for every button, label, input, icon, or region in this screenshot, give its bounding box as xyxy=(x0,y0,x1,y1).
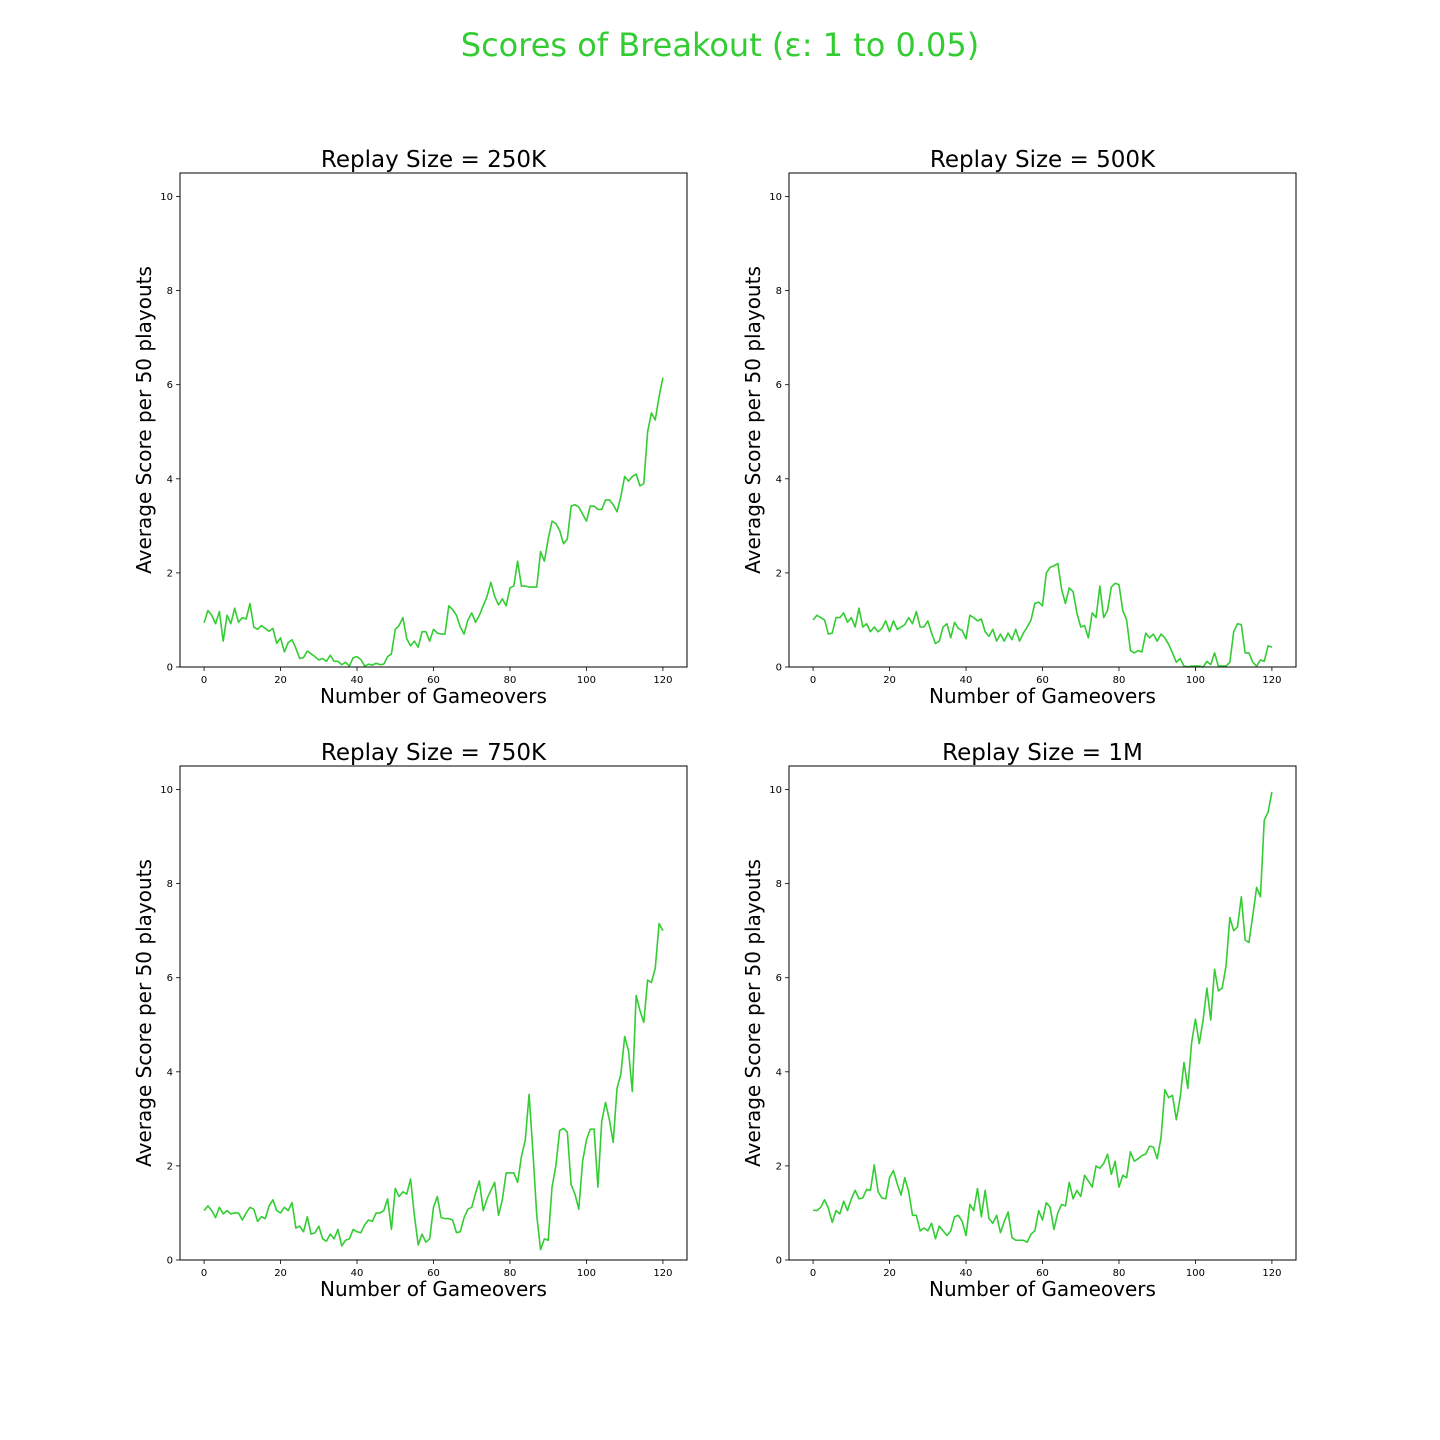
x-tick-label: 0 xyxy=(201,1268,207,1279)
axes-frame xyxy=(179,172,688,668)
y-tick-label: 4 xyxy=(167,474,173,485)
x-tick-label: 100 xyxy=(1186,1268,1205,1279)
y-tick-label: 6 xyxy=(167,973,173,984)
y-axis-label: Average Score per 50 playouts xyxy=(132,859,156,1167)
y-tick-label: 2 xyxy=(167,568,173,579)
series-line xyxy=(203,377,664,667)
x-tick-label: 40 xyxy=(351,675,364,686)
y-tick-label: 4 xyxy=(167,1067,173,1078)
series-line xyxy=(203,922,664,1251)
x-tick-label: 60 xyxy=(427,1268,440,1279)
y-tick-label: 10 xyxy=(769,785,782,796)
y-tick-label: 4 xyxy=(776,474,782,485)
x-tick-label: 120 xyxy=(653,1268,672,1279)
y-tick-label: 2 xyxy=(167,1161,173,1172)
y-tick-label: 10 xyxy=(769,192,782,203)
x-axis-label: Number of Gameovers xyxy=(320,684,547,708)
x-tick-label: 60 xyxy=(1036,675,1049,686)
y-axis-label: Average Score per 50 playouts xyxy=(741,859,765,1167)
y-axis-label: Average Score per 50 playouts xyxy=(132,266,156,574)
x-tick-label: 20 xyxy=(274,1268,287,1279)
y-tick-label: 8 xyxy=(167,286,173,297)
x-tick-label: 120 xyxy=(653,675,672,686)
y-tick-label: 0 xyxy=(776,663,782,674)
subplot-750k: 0 20 40 60 80 100 120 0 2 4 6 8 10 Replay Size = 750K… xyxy=(132,740,688,1301)
x-tick-label: 80 xyxy=(1113,1268,1126,1279)
x-axis-label: Number of Gameovers xyxy=(320,1277,547,1301)
subplot-500k: 0 20 40 60 80 100 120 0 2 4 6 8 10 Replay Size = 500K… xyxy=(741,147,1297,708)
x-tick-label: 40 xyxy=(960,675,973,686)
x-tick-label: 100 xyxy=(1186,675,1205,686)
x-tick-label: 20 xyxy=(883,1268,896,1279)
x-tick-label: 0 xyxy=(201,675,207,686)
x-tick-label: 20 xyxy=(274,675,287,686)
axes-frame xyxy=(179,765,688,1261)
x-axis-label: Number of Gameovers xyxy=(929,684,1156,708)
y-tick-label: 6 xyxy=(167,380,173,391)
x-tick-label: 20 xyxy=(883,675,896,686)
y-tick-label: 4 xyxy=(776,1067,782,1078)
subplot-title: Replay Size = 250K xyxy=(321,147,547,173)
x-tick-label: 80 xyxy=(504,1268,517,1279)
x-tick-label: 0 xyxy=(810,675,816,686)
x-tick-label: 100 xyxy=(577,1268,596,1279)
y-tick-label: 0 xyxy=(167,663,173,674)
x-tick-label: 60 xyxy=(1036,1268,1049,1279)
x-tick-label: 40 xyxy=(351,1268,364,1279)
y-tick-label: 10 xyxy=(160,785,173,796)
y-tick-label: 2 xyxy=(776,1161,782,1172)
subplot-title: Replay Size = 750K xyxy=(321,740,547,766)
subplot-title: Replay Size = 500K xyxy=(930,147,1156,173)
x-tick-label: 0 xyxy=(810,1268,816,1279)
y-tick-label: 8 xyxy=(776,879,782,890)
y-tick-label: 2 xyxy=(776,568,782,579)
x-tick-label: 40 xyxy=(960,1268,973,1279)
y-tick-label: 6 xyxy=(776,973,782,984)
x-tick-label: 120 xyxy=(1262,675,1281,686)
subplot-title: Replay Size = 1M xyxy=(942,740,1143,766)
subplot-1m: 0 20 40 60 80 100 120 0 2 4 6 8 10 Replay Size = 1M Nu… xyxy=(741,740,1297,1301)
y-tick-label: 8 xyxy=(167,879,173,890)
series-line xyxy=(812,562,1273,668)
y-tick-label: 8 xyxy=(776,286,782,297)
y-tick-label: 6 xyxy=(776,380,782,391)
y-tick-label: 0 xyxy=(776,1256,782,1267)
y-axis-label: Average Score per 50 playouts xyxy=(741,266,765,574)
x-axis-label: Number of Gameovers xyxy=(929,1277,1156,1301)
x-tick-label: 80 xyxy=(504,675,517,686)
series-line xyxy=(812,791,1273,1243)
figure-title: Scores of Breakout (ε: 1 to 0.05) xyxy=(461,26,979,64)
subplot-250k: 0 20 40 60 80 100 120 0 2 4 6 8 10 Replay Size = 250K… xyxy=(132,147,688,708)
y-tick-label: 0 xyxy=(167,1256,173,1267)
axes-frame xyxy=(788,172,1297,668)
x-tick-label: 80 xyxy=(1113,675,1126,686)
x-tick-label: 120 xyxy=(1262,1268,1281,1279)
axes-frame xyxy=(788,765,1297,1261)
y-tick-label: 10 xyxy=(160,192,173,203)
x-tick-label: 100 xyxy=(577,675,596,686)
x-tick-label: 60 xyxy=(427,675,440,686)
